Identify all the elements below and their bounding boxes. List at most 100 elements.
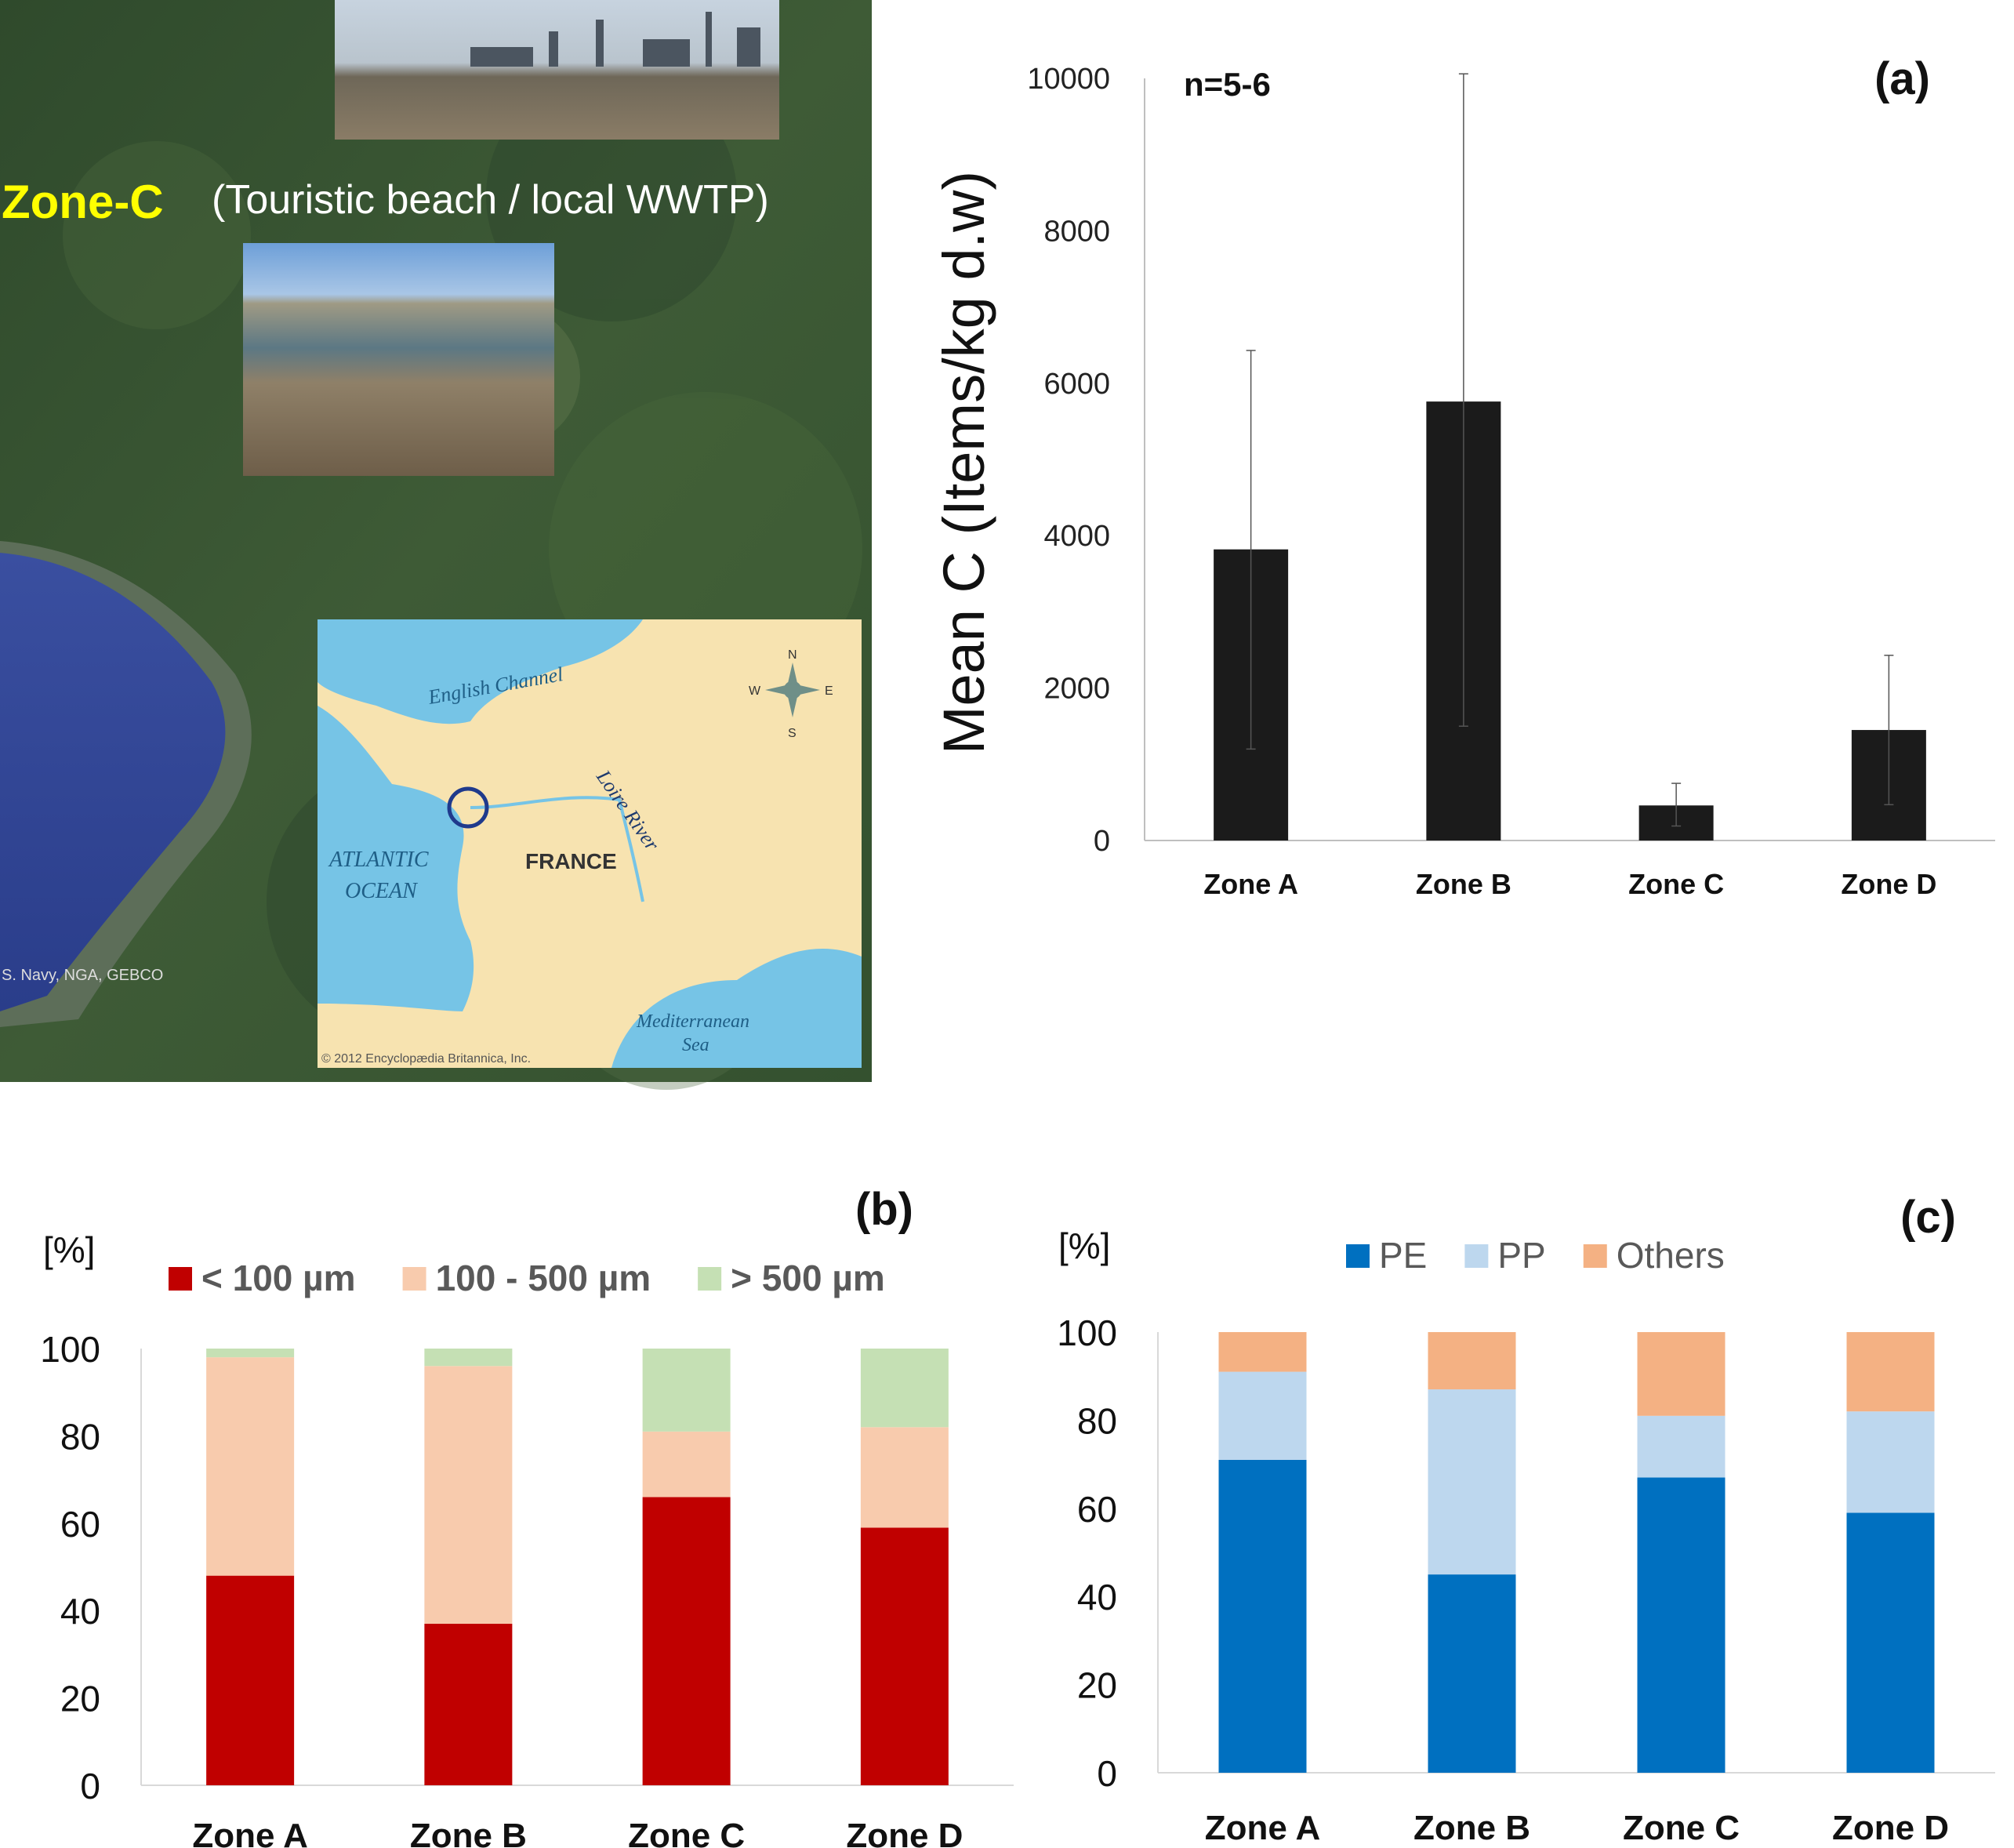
- sea-area: [0, 553, 226, 1011]
- stack-segment: [1846, 1512, 1935, 1773]
- x-tick-label: Zone A: [1205, 1809, 1320, 1847]
- refinery-silhouette: [470, 12, 760, 67]
- stack-segment: [206, 1575, 295, 1785]
- unit-label: [%]: [1058, 1225, 1110, 1266]
- y-tick-label: 20: [60, 1679, 100, 1719]
- y-tick-label: 40: [1077, 1577, 1117, 1617]
- inset-atlantic: ATLANTIC: [328, 848, 429, 872]
- legend-label: < 100 µm: [201, 1258, 356, 1298]
- y-tick-label: 0: [1094, 825, 1110, 858]
- y-tick-label: 60: [1077, 1489, 1117, 1530]
- legend-label: PP: [1497, 1235, 1545, 1276]
- stack-segment: [1428, 1574, 1516, 1773]
- y-tick-label: 80: [60, 1416, 100, 1457]
- panel-label: (c): [1900, 1192, 1956, 1243]
- panel-label: (b): [855, 1184, 913, 1235]
- stack-segment: [1218, 1459, 1307, 1773]
- stack-segment: [424, 1366, 513, 1624]
- stack-segment: [1428, 1389, 1516, 1575]
- legend-label: > 500 µm: [731, 1258, 885, 1298]
- x-tick-label: Zone D: [1841, 868, 1936, 900]
- zone-description: (Touristic beach / local WWTP): [212, 177, 769, 223]
- beach-photo: [243, 243, 554, 476]
- chart-a-ylabel: Mean C (Items/kg d.w): [931, 171, 996, 754]
- inset-mediterranean: Mediterranean: [636, 1011, 749, 1032]
- stack-segment: [1637, 1332, 1726, 1416]
- stack-segment: [642, 1431, 731, 1498]
- stack-segment: [860, 1527, 949, 1785]
- svg-text:E: E: [825, 684, 833, 698]
- y-tick-label: 100: [40, 1329, 100, 1370]
- y-tick-label: 20: [1077, 1665, 1117, 1706]
- zone-label: Zone-C: [2, 176, 164, 228]
- stack-segment: [206, 1357, 295, 1576]
- legend-swatch: [1464, 1244, 1489, 1268]
- y-tick-label: 80: [1077, 1400, 1117, 1441]
- legend-label: Others: [1617, 1235, 1725, 1276]
- inset-copyright: © 2012 Encyclopædia Britannica, Inc.: [321, 1052, 531, 1066]
- stack-segment: [1846, 1332, 1935, 1412]
- chart-a: 0 2000 4000 6000 8000 10000 Zone A Zone B Zone C…: [931, 53, 1995, 900]
- y-tick-label: 100: [1057, 1312, 1117, 1353]
- y-tick-label: 6000: [1043, 368, 1110, 401]
- inset-france: FRANCE: [525, 849, 617, 873]
- x-tick-label: Zone B: [1416, 868, 1511, 900]
- stack-segment: [1218, 1371, 1307, 1460]
- stack-segment: [1428, 1332, 1516, 1390]
- stack-segment: [206, 1349, 295, 1358]
- stack-segment: [1637, 1415, 1726, 1478]
- inset-map: English Channel Loire River ATLANTIC OCE…: [318, 619, 862, 1068]
- legend-swatch: [402, 1267, 426, 1291]
- chart-b: 0 20 40 60 80 100 Zone A Zone B Zone C Zone D [%] (…: [40, 1184, 1014, 1848]
- x-tick-label: Zone B: [410, 1817, 527, 1848]
- inset-sea-north: [318, 619, 643, 724]
- map-panel: Zone-C (Touristic beach / local WWTP) S.…: [0, 0, 872, 1090]
- legend-swatch: [698, 1267, 722, 1291]
- y-tick-label: 10000: [1027, 63, 1110, 96]
- x-tick-label: Zone C: [1623, 1809, 1740, 1847]
- y-tick-label: 60: [60, 1504, 100, 1545]
- x-tick-label: Zone B: [1413, 1809, 1530, 1847]
- unit-label: [%]: [43, 1229, 95, 1270]
- inset-ocean: OCEAN: [345, 879, 418, 903]
- legend-swatch: [169, 1267, 192, 1291]
- inset-loire: [470, 796, 644, 902]
- stack-segment: [424, 1349, 513, 1367]
- stack-segment: [1846, 1411, 1935, 1513]
- chart-c: 0 20 40 60 80 100 Zone A Zone B Zone C Zone D [%] (…: [1057, 1192, 1995, 1847]
- x-tick-label: Zone A: [192, 1817, 307, 1848]
- stack-segment: [1637, 1477, 1726, 1773]
- stack-segment: [642, 1349, 731, 1432]
- stack-segment: [860, 1349, 949, 1428]
- legend-label: 100 - 500 µm: [436, 1258, 651, 1298]
- x-tick-label: Zone D: [1832, 1809, 1949, 1847]
- svg-text:N: N: [788, 648, 797, 662]
- y-tick-label: 8000: [1043, 215, 1110, 248]
- svg-text:W: W: [749, 684, 761, 698]
- legend-swatch: [1583, 1244, 1607, 1268]
- y-tick-label: 40: [60, 1591, 100, 1632]
- svg-text:S: S: [788, 727, 797, 740]
- chart-a-annotation: n=5-6: [1184, 66, 1271, 103]
- x-tick-label: Zone C: [1628, 868, 1724, 900]
- y-tick-label: 0: [80, 1766, 100, 1806]
- map-attribution: S. Navy, NGA, GEBCO: [2, 967, 163, 984]
- stack-segment: [1218, 1332, 1307, 1372]
- compass-rose-icon: N S E W: [749, 648, 833, 740]
- inset-sea-med: [611, 949, 862, 1068]
- x-tick-label: Zone C: [628, 1817, 745, 1848]
- y-tick-label: 0: [1097, 1753, 1117, 1794]
- river-photo: [335, 0, 779, 140]
- stack-segment: [642, 1497, 731, 1785]
- inset-sea: Sea: [682, 1035, 709, 1055]
- study-site-circle: [447, 786, 489, 829]
- legend-label: PE: [1379, 1235, 1427, 1276]
- y-tick-label: 2000: [1043, 673, 1110, 706]
- legend-swatch: [1346, 1244, 1370, 1268]
- y-tick-label: 4000: [1043, 520, 1110, 553]
- chart-a-panel-label: (a): [1874, 53, 1930, 104]
- stack-segment: [424, 1623, 513, 1785]
- x-tick-label: Zone D: [846, 1817, 963, 1848]
- stack-segment: [860, 1427, 949, 1528]
